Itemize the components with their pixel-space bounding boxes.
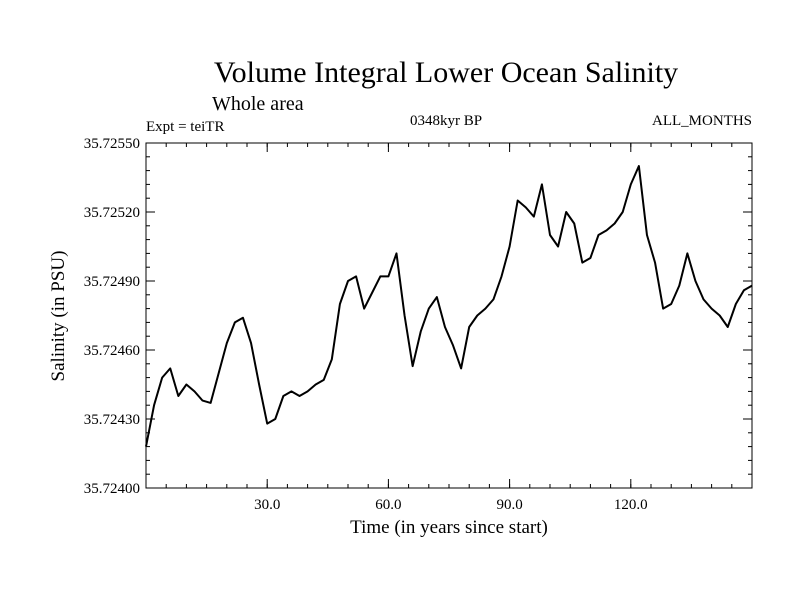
x-axis-label: Time (in years since start)	[350, 517, 548, 538]
chart-subtitle: Whole area	[212, 93, 304, 115]
x-tick-label: 30.0	[254, 497, 280, 513]
plot-frame	[145, 142, 753, 489]
x-tick-label: 60.0	[375, 497, 401, 513]
y-axis-label: Salinity (in PSU)	[48, 251, 69, 382]
months-label: ALL_MONTHS	[652, 113, 752, 129]
experiment-label: Expt = teiTR	[146, 119, 224, 135]
salinity-series-line	[145, 165, 753, 447]
axis-tick-labels: 35.72400 35.72430 35.72460 35.72490 35.72520…	[84, 136, 648, 513]
y-tick-label: 35.72400	[84, 481, 140, 497]
axis-ticks	[146, 142, 752, 489]
x-tick-label: 90.0	[496, 497, 522, 513]
y-tick-label: 35.72460	[84, 343, 140, 359]
period-label: 0348kyr BP	[410, 113, 482, 129]
x-tick-label: 120.0	[614, 497, 648, 513]
y-tick-label: 35.72520	[84, 205, 140, 221]
y-tick-label: 35.72550	[84, 136, 140, 152]
y-tick-label: 35.72490	[84, 274, 140, 290]
chart-title: Volume Integral Lower Ocean Salinity	[214, 56, 678, 89]
y-tick-label: 35.72430	[84, 412, 140, 428]
